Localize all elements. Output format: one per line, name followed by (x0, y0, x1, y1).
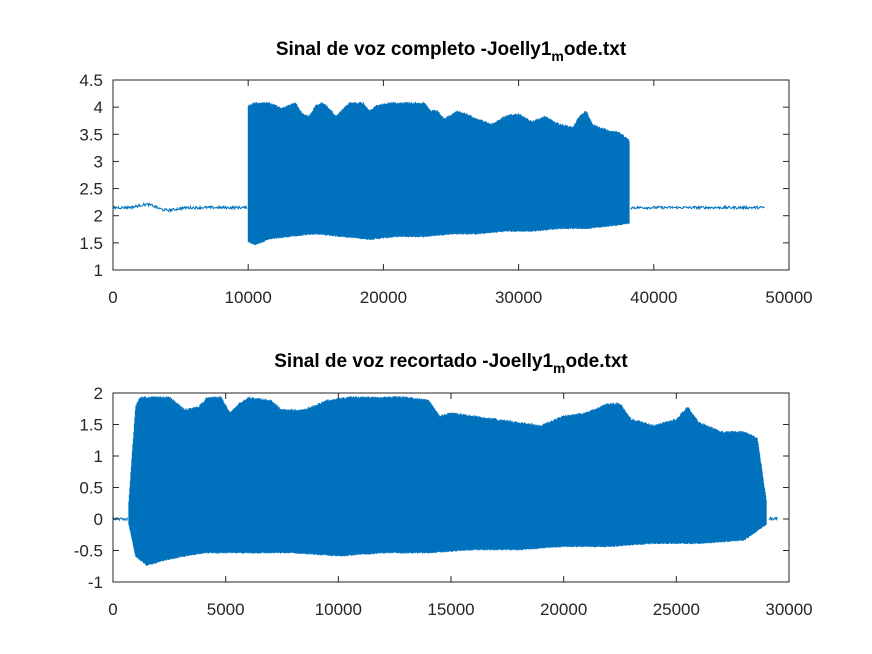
signal-waveform (112, 396, 778, 567)
x-tick-label: 30000 (765, 600, 812, 619)
x-tick-label: 20000 (540, 600, 587, 619)
waveform-body (247, 101, 630, 246)
y-tick-label: 1.5 (79, 234, 103, 253)
title-suffix: ode.txt (565, 351, 628, 372)
plot-title: Sinal de voz recortado -Joelly1mode.txt (274, 351, 628, 376)
title-main: Sinal de voz completo -Joelly1 (276, 39, 552, 60)
y-tick-label: 3.5 (79, 125, 103, 144)
silence-end-line (630, 204, 765, 211)
y-tick-label: 2.5 (79, 180, 103, 199)
x-tick-label: 0 (108, 288, 117, 307)
x-tick-label: 30000 (495, 288, 542, 307)
axes-box (112, 79, 790, 271)
x-tick-label: 25000 (653, 600, 700, 619)
ticks: 0 10000 20000 30000 40000 50000 1 1.5 2 2.5 3 3.5 4 4… (79, 71, 812, 307)
y-tick-label: 2 (94, 207, 103, 226)
title-suffix: ode.txt (564, 39, 627, 60)
plot-complete-signal: Sinal de voz completo -Joelly1mode.txt 0… (79, 39, 812, 307)
y-tick-label: 0.5 (79, 479, 103, 498)
y-tick-label: 4 (94, 98, 103, 117)
x-tick-label: 0 (108, 600, 117, 619)
x-tick-label: 50000 (765, 288, 812, 307)
y-tick-label: 1.5 (79, 416, 103, 435)
ticks: 0 5000 10000 15000 20000 25000 30000 -1 -0.5 0 0.5… (74, 384, 813, 619)
y-tick-label: 4.5 (79, 71, 103, 90)
y-tick-label: -1 (88, 573, 103, 592)
title-subscript: m (551, 48, 563, 64)
x-tick-label: 15000 (427, 600, 474, 619)
x-tick-label: 5000 (207, 600, 245, 619)
y-tick-label: 2 (94, 384, 103, 403)
y-tick-label: 1 (94, 447, 103, 466)
title-subscript: m (553, 360, 565, 376)
silence-start-line (112, 202, 248, 213)
y-tick-label: 3 (94, 152, 103, 171)
silence-start-line (112, 516, 128, 522)
silence-end-line (768, 516, 778, 521)
signal-waveform (112, 101, 765, 246)
y-tick-label: 1 (94, 261, 103, 280)
y-tick-label: 0 (94, 510, 103, 529)
y-tick-label: -0.5 (74, 542, 103, 561)
x-tick-label: 10000 (315, 600, 362, 619)
x-tick-label: 40000 (630, 288, 677, 307)
x-tick-label: 20000 (360, 288, 407, 307)
waveform-body (128, 396, 767, 567)
plot-title: Sinal de voz completo -Joelly1mode.txt (276, 39, 627, 64)
plot-trimmed-signal: Sinal de voz recortado -Joelly1mode.txt … (74, 351, 813, 619)
x-tick-label: 10000 (225, 288, 272, 307)
title-main: Sinal de voz recortado -Joelly1 (274, 351, 553, 372)
